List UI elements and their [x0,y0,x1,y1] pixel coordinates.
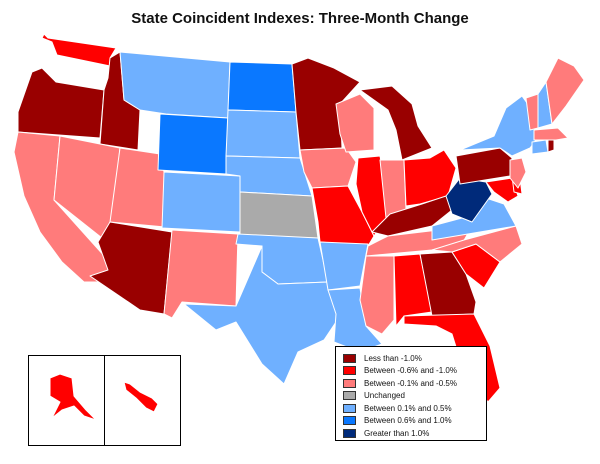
legend: Less than -1.0% Between -0.6% and -1.0% Be… [335,346,487,441]
legend-item: Between -0.6% and -1.0% [343,365,486,378]
legend-label: Between 0.6% and 1.0% [364,416,452,426]
state-SD [225,109,301,159]
state-MA [533,127,569,141]
state-NY [459,95,537,157]
state-AK [49,373,97,421]
state-AL [393,253,433,327]
state-MI [359,85,433,161]
legend-swatch [343,391,356,401]
legend-item: Greater than 1.0% [343,427,486,440]
legend-swatch [343,403,356,413]
state-CT [531,139,549,155]
state-OH [403,149,457,207]
legend-label: Between 0.1% and 0.5% [364,403,452,413]
legend-swatch [343,378,356,388]
legend-item: Between 0.1% and 0.5% [343,402,486,415]
state-MO [311,185,375,247]
state-AR [319,241,369,291]
legend-swatch [343,366,356,376]
state-IA [299,147,357,189]
legend-label: Between -0.1% and -0.5% [364,378,457,388]
state-NJ [509,157,527,189]
legend-label: Between -0.6% and -1.0% [364,366,457,376]
legend-item: Between -0.1% and -0.5% [343,377,486,390]
state-CO [161,171,241,233]
state-HI [123,381,159,413]
state-ME [545,57,585,125]
state-TX [183,245,341,385]
state-ND [227,61,297,113]
state-OR [17,67,105,139]
legend-item: Unchanged [343,390,486,403]
legend-item: Between 0.6% and 1.0% [343,415,486,428]
legend-swatch [343,416,356,426]
state-MS [359,255,395,335]
legend-item: Less than -1.0% [343,352,486,365]
state-WA [41,33,117,67]
inset-divider [104,355,105,446]
state-RI [547,139,555,153]
state-MD [485,177,519,203]
state-NC [431,225,523,263]
state-KS [239,191,319,239]
legend-label: Greater than 1.0% [364,428,430,438]
state-WI [335,93,375,153]
legend-label: Unchanged [364,391,405,401]
state-MT [119,51,231,119]
state-WY [157,113,229,175]
state-PA [455,147,513,185]
map-title: State Coincident Indexes: Three-Month Ch… [131,10,469,27]
legend-swatch [343,428,356,438]
legend-label: Less than -1.0% [364,353,422,363]
legend-swatch [343,353,356,363]
